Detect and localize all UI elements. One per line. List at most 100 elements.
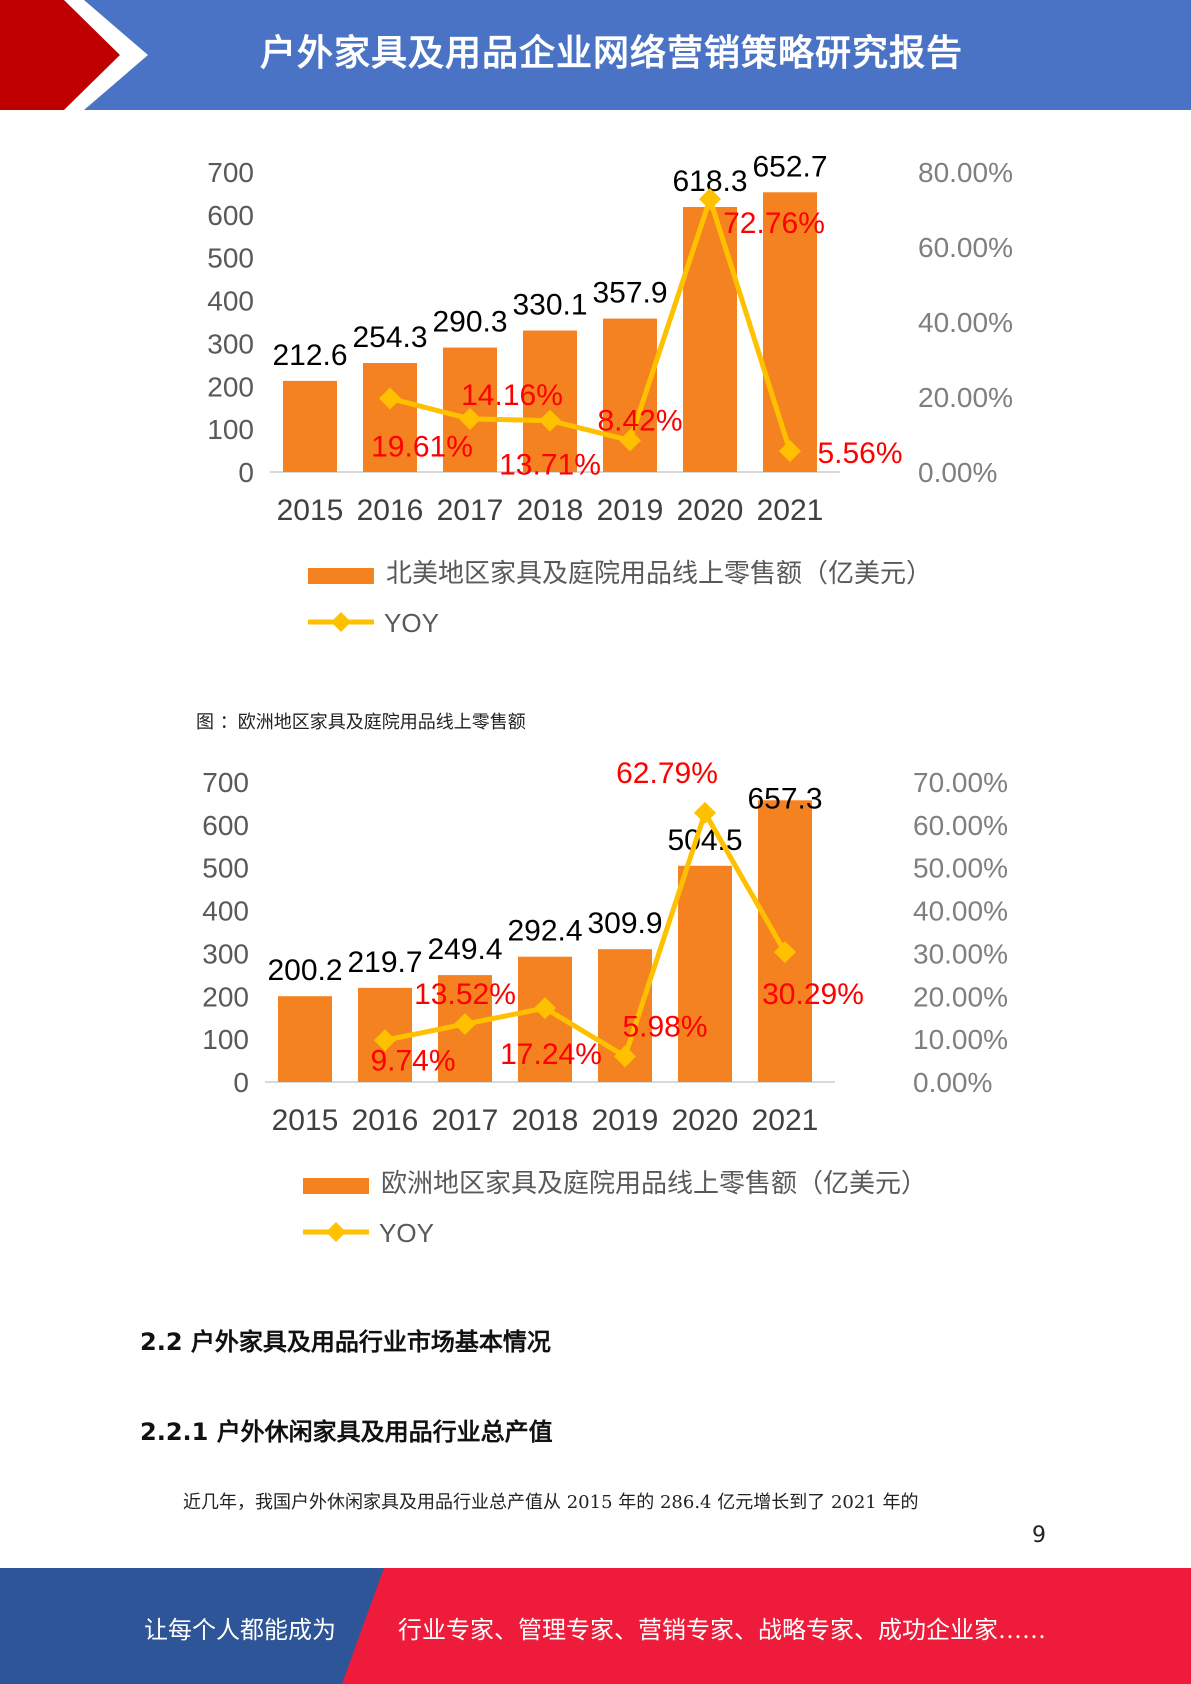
x-tick-label: 2017 — [432, 1104, 499, 1137]
x-tick-label: 2020 — [677, 494, 744, 527]
europe-chart-svg: 0 100 200 300 400 500 600 700 0.00% 10.00% 20.00% 3… — [202, 757, 1008, 1248]
y-right-tick-label: 80.00% — [918, 157, 1013, 188]
y-right-tick-label: 70.00% — [913, 767, 1008, 798]
bar-value-label: 292.4 — [507, 915, 582, 948]
bar-value-label: 249.4 — [427, 933, 502, 966]
yoy-marker — [454, 1013, 476, 1036]
yoy-marker — [539, 409, 561, 432]
x-tick-label: 2019 — [592, 1104, 659, 1137]
x-tick-label: 2021 — [757, 494, 824, 527]
y-left-tick-label: 500 — [202, 853, 249, 884]
x-tick-label: 2015 — [277, 494, 344, 527]
y-right-tick-label: 20.00% — [913, 981, 1008, 1012]
x-tick-label: 2020 — [672, 1104, 739, 1137]
yoy-line — [389, 191, 793, 452]
x-tick-label: 2015 — [272, 1104, 339, 1137]
bar-value-label: 200.2 — [267, 954, 342, 987]
y-right-tick-label: 60.00% — [918, 232, 1013, 263]
yoy-value-label: 13.71% — [499, 449, 601, 482]
bar — [283, 380, 337, 472]
yoy-line — [384, 806, 788, 1061]
bar-value-label: 357.9 — [592, 277, 667, 310]
y-right-tick-label: 60.00% — [913, 810, 1008, 841]
y-right-tick-label: 10.00% — [913, 1024, 1008, 1055]
footer-blue-band — [0, 1568, 384, 1684]
header-arrow-decoration — [0, 0, 148, 110]
x-tick-label: 2018 — [512, 1104, 579, 1137]
x-tick-label: 2016 — [352, 1104, 419, 1137]
y-right-tick-label: 0.00% — [918, 457, 997, 488]
y-right-tick-label: 30.00% — [913, 938, 1008, 969]
bar — [363, 363, 417, 472]
yoy-marker — [614, 1045, 636, 1068]
legend-bar-swatch — [308, 568, 374, 584]
y-left-tick-label: 0 — [233, 1067, 249, 1098]
y-left-tick-label: 700 — [202, 767, 249, 798]
yoy-marker — [699, 188, 721, 211]
legend-line-label: YOY — [379, 1218, 434, 1248]
bar — [523, 330, 577, 472]
yoy-marker — [779, 440, 801, 463]
y-left-tick-label: 500 — [207, 243, 254, 274]
x-tick-label: 2017 — [437, 494, 504, 527]
y-left-tick-label: 100 — [207, 414, 254, 445]
yoy-value-label: 17.24% — [500, 1038, 602, 1071]
x-tick-label: 2018 — [517, 494, 584, 527]
yoy-value-label: 62.79% — [616, 757, 718, 790]
y-left-tick-label: 600 — [207, 200, 254, 231]
north-america-chart: 0 100 200 300 400 500 600 700 0.00% 20.00% 40.00% 6… — [190, 140, 1050, 664]
bar — [763, 192, 817, 472]
section-heading-2-2-1: 2.2.1 户外休闲家具及用品行业总产值 — [140, 1418, 553, 1446]
bar-value-label: 330.1 — [512, 289, 587, 322]
page-header: 户外家具及用品企业网络营销策略研究报告 — [0, 0, 1191, 110]
y-right-tick-label: 40.00% — [913, 896, 1008, 927]
y-left-tick-label: 100 — [202, 1024, 249, 1055]
x-tick-label: 2021 — [752, 1104, 819, 1137]
yoy-marker — [694, 801, 716, 824]
y-right-tick-label: 0.00% — [913, 1067, 992, 1098]
y-left-tick-label: 300 — [207, 328, 254, 359]
yoy-value-label: 30.29% — [762, 978, 864, 1011]
legend-bar-label: 欧洲地区家具及庭院用品线上零售额（亿美元） — [381, 1169, 927, 1199]
bar-value-label: 290.3 — [432, 306, 507, 339]
yoy-marker — [459, 407, 481, 430]
yoy-value-label: 19.61% — [371, 430, 473, 463]
y-right-tick-label: 40.00% — [918, 307, 1013, 338]
yoy-value-label: 72.76% — [723, 207, 825, 240]
y-left-tick-label: 400 — [207, 286, 254, 317]
yoy-marker — [379, 387, 401, 410]
bar — [683, 207, 737, 472]
yoy-marker — [534, 997, 556, 1020]
y-left-tick-label: 0 — [238, 457, 254, 488]
europe-chart-caption: 图 ：欧洲地区家具及庭院用品线上零售额 — [196, 712, 526, 733]
bar-value-label: 657.3 — [747, 782, 822, 815]
y-left-tick-label: 200 — [207, 371, 254, 402]
yoy-value-label: 14.16% — [461, 379, 563, 412]
y-left-tick-label: 300 — [202, 938, 249, 969]
bar — [278, 996, 332, 1082]
bar-value-label: 652.7 — [752, 150, 827, 183]
legend-line-marker — [326, 1222, 346, 1242]
bar-value-label: 309.9 — [587, 907, 662, 940]
bar-value-label: 212.6 — [272, 339, 347, 372]
y-left-tick-label: 400 — [202, 896, 249, 927]
y-left-tick-label: 600 — [202, 810, 249, 841]
yoy-value-label: 5.56% — [817, 437, 902, 470]
y-right-tick-label: 20.00% — [918, 382, 1013, 413]
yoy-marker — [619, 429, 641, 452]
y-right-tick-label: 50.00% — [913, 853, 1008, 884]
yoy-value-label: 5.98% — [622, 1010, 707, 1043]
bar-value-label: 254.3 — [352, 321, 427, 354]
legend-line-marker — [331, 612, 351, 632]
x-tick-label: 2019 — [597, 494, 664, 527]
page-footer: 让每个人都能成为 行业专家、管理专家、营销专家、战略专家、成功企业家…… — [0, 1568, 1191, 1684]
yoy-value-label: 13.52% — [414, 978, 516, 1011]
footer-slogan-left: 让每个人都能成为 — [144, 1616, 336, 1644]
y-left-tick-label: 200 — [202, 981, 249, 1012]
bar — [758, 800, 812, 1082]
north-america-chart-svg: 0 100 200 300 400 500 600 700 0.00% 20.00% 40.00% 6… — [207, 150, 1013, 638]
y-left-tick-label: 700 — [207, 157, 254, 188]
bar-value-label: 219.7 — [347, 946, 422, 979]
section-heading-2-2: 2.2 户外家具及用品行业市场基本情况 — [140, 1328, 551, 1356]
yoy-value-label: 9.74% — [370, 1044, 455, 1077]
